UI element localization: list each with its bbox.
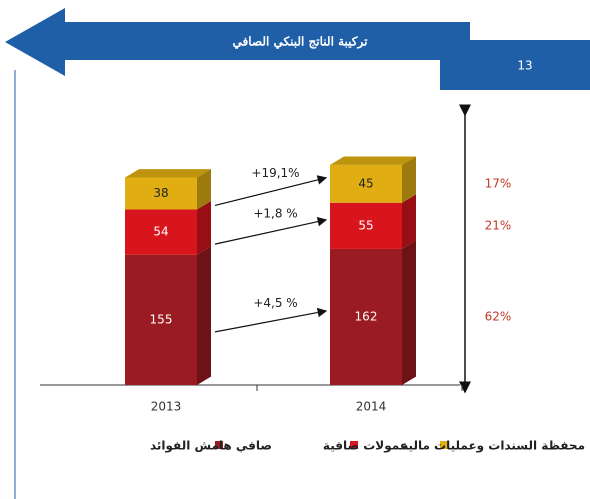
bar-side [402,156,416,203]
page-number: 13 [517,59,532,73]
bar-segment [330,248,402,385]
bar-top [125,169,211,178]
growth-label: +1,8 % [253,206,297,220]
bar-side [197,169,211,210]
share-label: 62% [485,309,512,323]
legend-swatch [440,441,448,449]
share-label: 21% [485,218,512,232]
data-label: 38 [153,186,168,200]
title-banner [5,8,470,76]
legend-label: محفظة السندات وعمليات مالية [401,439,585,454]
bar-side [197,201,211,255]
page-number-box [440,40,590,90]
bar-side [197,246,211,385]
bar-segment [330,202,402,249]
x-tick-label: 2014 [356,400,387,414]
chart-title: تركيبة الناتج البنكي الصافي [233,35,369,50]
bar-side [402,194,416,249]
growth-label: +19,1% [251,166,299,180]
bar-segment [330,164,402,203]
legend-label: عمولات صافية [323,439,408,454]
growth-arrow [214,307,328,333]
bar-segment [125,177,197,210]
bar-segment [125,209,197,255]
bar-segment [125,254,197,385]
legend-swatch [215,441,223,449]
growth-arrow [214,175,328,207]
data-label: 162 [355,309,378,323]
growth-label: +4,5 % [253,296,297,310]
data-label: 54 [153,225,168,239]
share-label: 17% [485,176,512,190]
data-label: 155 [150,312,173,326]
legend-swatch [350,441,358,449]
data-label: 55 [358,218,373,232]
data-label: 45 [358,176,373,190]
x-tick-label: 2013 [151,400,182,414]
bar-top [330,156,416,165]
legend-label: صافي هامش الفوائد [150,439,272,454]
growth-arrow [214,216,328,245]
bar-side [402,240,416,385]
